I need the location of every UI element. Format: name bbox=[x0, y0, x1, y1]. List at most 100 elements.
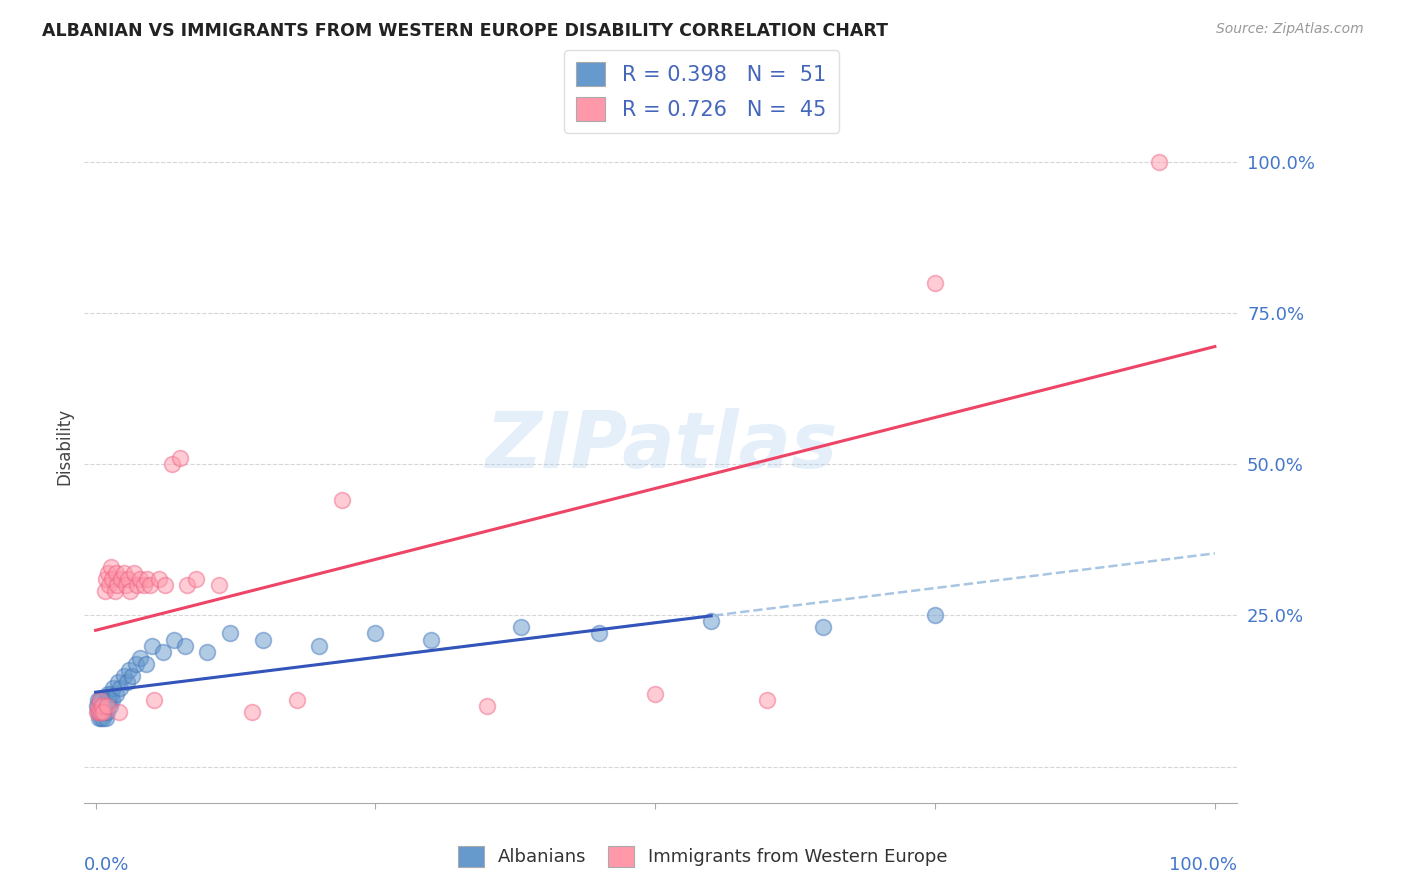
Point bbox=[129, 650, 152, 665]
Point bbox=[100, 560, 122, 574]
Point bbox=[97, 699, 120, 714]
Point bbox=[93, 693, 115, 707]
Point bbox=[93, 699, 115, 714]
Point bbox=[160, 457, 183, 471]
Text: 0.0%: 0.0% bbox=[84, 856, 129, 874]
Point bbox=[91, 693, 114, 707]
Point bbox=[364, 626, 387, 640]
Point bbox=[420, 632, 443, 647]
Point bbox=[87, 699, 110, 714]
Point bbox=[101, 693, 124, 707]
Point bbox=[644, 687, 666, 701]
Point bbox=[87, 693, 110, 707]
Point bbox=[252, 632, 274, 647]
Point bbox=[125, 657, 148, 671]
Point bbox=[142, 693, 165, 707]
Point bbox=[90, 711, 112, 725]
Point bbox=[152, 645, 174, 659]
Point bbox=[107, 674, 129, 689]
Point bbox=[117, 572, 139, 586]
Point bbox=[108, 705, 131, 719]
Point bbox=[139, 578, 162, 592]
Point bbox=[112, 566, 135, 580]
Point bbox=[135, 657, 157, 671]
Text: Source: ZipAtlas.com: Source: ZipAtlas.com bbox=[1216, 22, 1364, 37]
Point bbox=[90, 699, 112, 714]
Point bbox=[174, 639, 197, 653]
Y-axis label: Disability: Disability bbox=[55, 408, 73, 484]
Legend: R = 0.398   N =  51, R = 0.726   N =  45: R = 0.398 N = 51, R = 0.726 N = 45 bbox=[564, 50, 839, 133]
Point bbox=[93, 711, 115, 725]
Text: ZIPatlas: ZIPatlas bbox=[485, 408, 837, 484]
Point bbox=[87, 705, 110, 719]
Point bbox=[93, 584, 115, 599]
Point bbox=[96, 705, 118, 719]
Point bbox=[93, 705, 115, 719]
Point bbox=[87, 705, 110, 719]
Point bbox=[91, 699, 114, 714]
Point bbox=[103, 681, 125, 695]
Point bbox=[110, 572, 132, 586]
Point bbox=[120, 584, 142, 599]
Point bbox=[101, 572, 124, 586]
Point bbox=[176, 578, 198, 592]
Point bbox=[98, 578, 121, 592]
Point bbox=[132, 578, 155, 592]
Point bbox=[104, 687, 127, 701]
Point bbox=[103, 584, 125, 599]
Legend: Albanians, Immigrants from Western Europe: Albanians, Immigrants from Western Europ… bbox=[451, 838, 955, 874]
Point bbox=[218, 626, 240, 640]
Point bbox=[98, 699, 121, 714]
Point bbox=[186, 572, 208, 586]
Point bbox=[98, 693, 121, 707]
Point bbox=[811, 620, 834, 634]
Point bbox=[91, 705, 114, 719]
Point bbox=[125, 578, 148, 592]
Point bbox=[94, 699, 117, 714]
Point bbox=[509, 620, 531, 634]
Point bbox=[86, 705, 108, 719]
Point bbox=[1147, 154, 1170, 169]
Point bbox=[118, 663, 141, 677]
Point bbox=[122, 566, 145, 580]
Point bbox=[96, 699, 118, 714]
Point bbox=[108, 681, 131, 695]
Point bbox=[141, 639, 163, 653]
Text: ALBANIAN VS IMMIGRANTS FROM WESTERN EUROPE DISABILITY CORRELATION CHART: ALBANIAN VS IMMIGRANTS FROM WESTERN EURO… bbox=[42, 22, 889, 40]
Point bbox=[97, 566, 120, 580]
Point bbox=[86, 699, 108, 714]
Point bbox=[169, 451, 191, 466]
Point bbox=[477, 699, 499, 714]
Point bbox=[94, 572, 117, 586]
Point bbox=[114, 578, 136, 592]
Point bbox=[93, 705, 115, 719]
Point bbox=[924, 276, 946, 290]
Point bbox=[94, 711, 117, 725]
Point bbox=[104, 566, 127, 580]
Point bbox=[197, 645, 219, 659]
Point bbox=[96, 693, 118, 707]
Point bbox=[89, 705, 111, 719]
Point bbox=[924, 608, 946, 623]
Point bbox=[100, 687, 122, 701]
Point bbox=[121, 669, 143, 683]
Point bbox=[89, 693, 111, 707]
Point bbox=[240, 705, 263, 719]
Point bbox=[148, 572, 170, 586]
Point bbox=[97, 687, 120, 701]
Point bbox=[588, 626, 610, 640]
Point bbox=[115, 674, 138, 689]
Point bbox=[163, 632, 186, 647]
Point bbox=[129, 572, 152, 586]
Point bbox=[153, 578, 176, 592]
Point bbox=[87, 711, 110, 725]
Point bbox=[285, 693, 308, 707]
Point bbox=[89, 693, 111, 707]
Point bbox=[105, 578, 128, 592]
Point bbox=[136, 572, 159, 586]
Point bbox=[87, 699, 110, 714]
Point bbox=[112, 669, 135, 683]
Point bbox=[756, 693, 779, 707]
Point bbox=[330, 493, 353, 508]
Point bbox=[90, 705, 112, 719]
